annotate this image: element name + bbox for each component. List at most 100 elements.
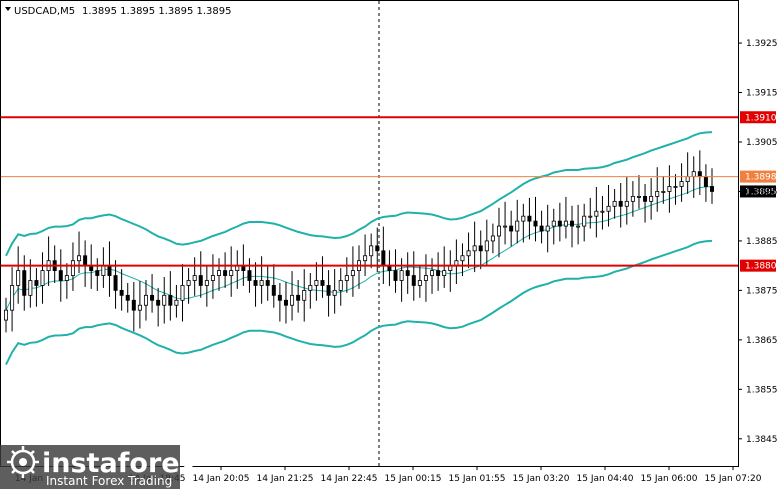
- candle-body: [314, 280, 319, 286]
- x-tick-label: 15 Jan 03:20: [513, 474, 570, 484]
- logo-name: instaforex: [42, 448, 197, 479]
- x-tick-label: 14 Jan 21:25: [257, 474, 314, 484]
- candle-body: [180, 285, 185, 301]
- dropdown-triangle-icon[interactable]: [5, 7, 11, 11]
- candle-body: [40, 270, 45, 286]
- candle-body: [405, 270, 410, 276]
- candle-body: [83, 255, 88, 267]
- x-tick-label: 15 Jan 04:40: [577, 474, 634, 484]
- y-tick-label: 1.3875: [746, 286, 778, 296]
- candle-body: [673, 186, 678, 188]
- candle-body: [411, 275, 416, 286]
- last-price-label: 1.3895: [745, 187, 777, 197]
- candle-body: [697, 171, 702, 178]
- candle-body: [606, 205, 611, 212]
- candle-body: [630, 195, 635, 202]
- candle-body: [174, 299, 179, 306]
- candle-body: [691, 171, 696, 178]
- symbol-label: USDCAD,M5: [14, 6, 75, 17]
- candle-body: [350, 270, 355, 276]
- candle-body: [332, 289, 337, 296]
- candle-body: [649, 195, 654, 202]
- candle-body: [655, 191, 660, 197]
- candle-body: [125, 294, 130, 301]
- candle-body: [478, 245, 483, 252]
- candle-body: [70, 260, 75, 276]
- last-price-bg: [740, 185, 776, 198]
- candle-body: [344, 275, 349, 281]
- candle-body: [539, 225, 544, 232]
- candle-body: [131, 299, 136, 311]
- bollinger-upper: [5, 131, 713, 257]
- candle-body: [399, 270, 404, 281]
- candle-body: [618, 200, 623, 207]
- candle-body: [64, 275, 69, 281]
- candle-body: [192, 275, 197, 281]
- candle-body: [265, 280, 270, 286]
- candle-body: [143, 294, 148, 306]
- candle-body: [417, 280, 422, 286]
- candle-body: [4, 309, 9, 321]
- candle-body: [229, 270, 234, 276]
- logo-mark-icon: [7, 446, 39, 478]
- candle-body: [290, 294, 295, 306]
- candle-body: [119, 289, 124, 296]
- candle-body: [509, 225, 514, 232]
- candle-body: [223, 270, 228, 276]
- candle-body: [101, 265, 106, 276]
- candle-body: [137, 304, 142, 311]
- candle-body: [442, 270, 447, 276]
- candle-body: [326, 285, 331, 296]
- candle-body: [600, 210, 605, 213]
- candle-body: [466, 250, 471, 257]
- candle-body: [162, 294, 167, 306]
- candle-body: [247, 270, 252, 281]
- candle-body: [661, 191, 666, 193]
- candle-body: [527, 215, 532, 222]
- candle-body: [10, 285, 15, 311]
- x-tick-label: 14 Jan 20:05: [193, 474, 250, 484]
- candle-body: [484, 240, 489, 252]
- bollinger-lower: [5, 239, 713, 366]
- candle-body: [210, 275, 215, 281]
- x-tick-label: 15 Jan 06:00: [641, 474, 698, 484]
- candle-body: [557, 220, 562, 227]
- y-tick-label: 1.3845: [746, 435, 778, 445]
- candle-body: [472, 245, 477, 252]
- candle-body: [22, 270, 27, 296]
- candle-body: [703, 176, 708, 187]
- price-levels: 1.3910 1.3898 1.3880 1.3895: [1, 111, 777, 272]
- candle-body: [576, 225, 581, 228]
- x-tick-label: 15 Jan 07:20: [705, 474, 762, 484]
- y-tick-label: 1.3895: [746, 187, 778, 197]
- candle-body: [588, 215, 593, 218]
- candle-body: [436, 270, 441, 276]
- instaforex-logo: instaforex Instant Forex Trading: [0, 445, 197, 489]
- candle-body: [77, 255, 82, 262]
- candle-body: [204, 280, 209, 286]
- candle-body: [545, 225, 550, 232]
- candle-body: [570, 220, 575, 227]
- candle-body: [338, 280, 343, 291]
- candle-body: [283, 299, 288, 306]
- y-tick-label: 1.3865: [746, 336, 778, 346]
- ohlc-label: 1.3895 1.3895 1.3895 1.3895: [82, 6, 232, 17]
- y-tick-label: 1.3905: [746, 138, 778, 148]
- candle-body: [393, 270, 398, 281]
- candle-body: [533, 220, 538, 227]
- level-label-bg: [740, 259, 776, 272]
- candle-body: [679, 181, 684, 187]
- candle-body: [515, 220, 520, 232]
- level-label-bg: [740, 170, 776, 183]
- y-tick-label: 1.3885: [746, 237, 778, 247]
- candle-body: [460, 255, 465, 262]
- candle-body: [710, 186, 715, 192]
- x-tick-label: 14 Jan 22:45: [321, 474, 378, 484]
- candle-body: [308, 285, 313, 291]
- candle-body: [594, 210, 599, 217]
- level-label: 1.3880: [745, 262, 777, 272]
- candle-body: [521, 215, 526, 222]
- candle-body: [217, 270, 222, 276]
- candle-body: [369, 245, 374, 257]
